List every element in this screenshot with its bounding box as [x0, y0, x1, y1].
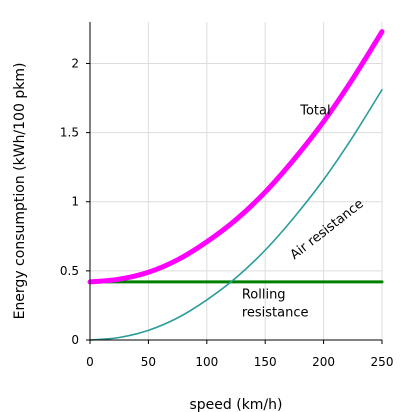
- y-tick-label: 0: [71, 333, 79, 347]
- series-line-air: [89, 88, 383, 341]
- y-tick-label: 2: [71, 56, 79, 70]
- series-lines: [87, 29, 385, 341]
- y-axis-title: Energy consumption (kWh/100 pkm): [12, 63, 28, 320]
- y-tick-label: 1.5: [60, 126, 79, 140]
- x-tick-label: 50: [141, 355, 156, 369]
- x-tick-label: 100: [195, 355, 218, 369]
- series-line-total: [87, 29, 385, 285]
- annotations: Total Air resistance Rolling resistance: [242, 104, 367, 321]
- x-tick-label: 0: [86, 355, 94, 369]
- annotation-total: Total: [299, 104, 330, 119]
- annotation-air: Air resistance: [288, 197, 367, 263]
- x-axis-title: speed (km/h): [189, 397, 282, 412]
- annotation-rolling1: Rolling: [242, 288, 286, 303]
- y-tick-label: 1: [71, 195, 79, 209]
- y-tick-label: 0.5: [60, 264, 79, 278]
- grid: [90, 22, 383, 340]
- annotation-rolling2: resistance: [242, 305, 309, 320]
- x-tick-label: 150: [254, 355, 277, 369]
- x-tick-label: 200: [312, 355, 335, 369]
- axes: 0 50 100 150 200 250 0 0.5 1 1.5 2: [60, 22, 394, 369]
- x-tick-label: 250: [371, 355, 394, 369]
